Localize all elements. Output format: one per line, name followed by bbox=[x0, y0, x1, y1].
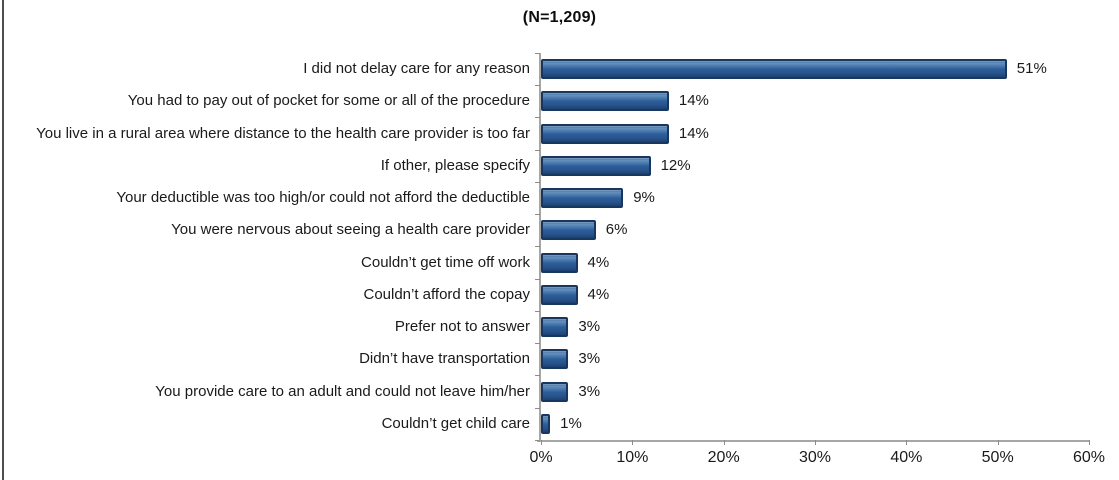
bar bbox=[541, 317, 569, 338]
x-axis-tick-label: 40% bbox=[890, 449, 923, 466]
x-axis-tick bbox=[815, 440, 816, 445]
value-label: 3% bbox=[578, 350, 601, 368]
y-axis-tick bbox=[535, 117, 540, 119]
y-axis-tick bbox=[535, 375, 540, 377]
x-axis-tick bbox=[997, 440, 999, 445]
x-axis-tick bbox=[906, 440, 908, 445]
y-axis-tick bbox=[535, 181, 540, 183]
category-label: Didn’t have transportation bbox=[359, 350, 530, 368]
category-label: You provide care to an adult and could n… bbox=[155, 382, 530, 400]
bar bbox=[541, 252, 578, 273]
y-axis-tick bbox=[535, 407, 540, 409]
category-label: You had to pay out of pocket for some or… bbox=[127, 92, 530, 110]
y-axis-tick bbox=[535, 278, 540, 280]
category-label: Prefer not to answer bbox=[394, 318, 530, 336]
y-axis-tick bbox=[535, 246, 540, 248]
value-label: 6% bbox=[605, 221, 628, 239]
y-axis-tick bbox=[535, 310, 540, 312]
bar bbox=[541, 284, 578, 305]
x-axis-tick bbox=[1089, 440, 1090, 445]
bar bbox=[541, 188, 624, 209]
bar bbox=[541, 123, 669, 144]
x-axis-tick bbox=[723, 440, 725, 445]
value-label: 9% bbox=[633, 189, 655, 207]
x-axis-tick bbox=[541, 440, 542, 445]
category-label: You were nervous about seeing a health c… bbox=[171, 221, 530, 239]
category-label: Couldn’t get child care bbox=[381, 414, 530, 432]
y-axis-tick bbox=[535, 214, 540, 216]
value-label: 3% bbox=[578, 382, 601, 400]
category-label: Couldn’t afford the copay bbox=[363, 285, 530, 303]
y-axis-tick bbox=[535, 52, 540, 54]
bar bbox=[541, 91, 669, 112]
category-label: If other, please specify bbox=[380, 156, 530, 174]
value-label: 4% bbox=[587, 285, 610, 303]
value-label: 51% bbox=[1016, 60, 1047, 77]
value-label: 12% bbox=[660, 156, 691, 174]
x-axis-tick-label: 30% bbox=[798, 449, 832, 466]
chart-title: (N=1,209) bbox=[522, 9, 597, 26]
x-axis-tick-label: 60% bbox=[1072, 449, 1106, 466]
x-axis-tick-label: 50% bbox=[981, 449, 1014, 466]
x-axis-tick-label: 10% bbox=[616, 449, 649, 466]
bar bbox=[541, 349, 569, 370]
value-label: 1% bbox=[560, 414, 582, 432]
value-label: 14% bbox=[678, 92, 709, 110]
y-axis-tick bbox=[535, 149, 540, 151]
category-label: Your deductible was too high/or could no… bbox=[116, 189, 530, 207]
bar bbox=[541, 220, 596, 241]
page-left-border bbox=[2, 0, 4, 480]
bar bbox=[541, 413, 551, 434]
value-label: 3% bbox=[578, 318, 601, 336]
x-axis-line bbox=[537, 440, 1090, 442]
y-axis-tick bbox=[535, 440, 540, 441]
y-axis-tick bbox=[535, 85, 540, 87]
y-axis-line bbox=[539, 53, 541, 440]
category-label: I did not delay care for any reason bbox=[303, 60, 530, 77]
bar bbox=[541, 59, 1007, 79]
category-label: You live in a rural area where distance … bbox=[36, 124, 530, 142]
x-axis-tick bbox=[632, 440, 634, 445]
x-axis-tick-label: 0% bbox=[529, 449, 553, 466]
category-label: Couldn’t get time off work bbox=[361, 253, 530, 271]
bar bbox=[541, 155, 651, 176]
bar bbox=[541, 381, 569, 402]
x-axis-tick-label: 20% bbox=[707, 449, 740, 466]
value-label: 4% bbox=[587, 253, 610, 271]
y-axis-tick bbox=[535, 343, 540, 345]
value-label: 14% bbox=[678, 124, 709, 142]
